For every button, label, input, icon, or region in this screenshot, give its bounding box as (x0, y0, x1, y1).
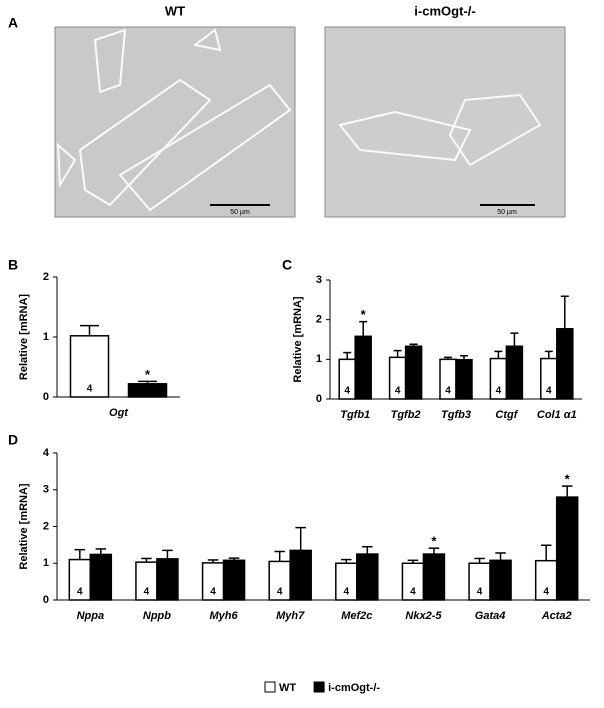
bar (289, 549, 312, 601)
bar (156, 558, 179, 601)
panel-label: D (8, 432, 18, 448)
n-label: 4 (144, 587, 150, 598)
x-tick-label: Tgfb1 (340, 409, 370, 421)
x-tick-label: Gata4 (475, 610, 506, 622)
bar (555, 496, 579, 601)
significance-star: * (145, 367, 151, 382)
micrograph (324, 26, 566, 218)
n-label: 4 (546, 386, 552, 397)
x-tick-label: Ctgf (495, 409, 518, 421)
x-tick-label: Ogt (109, 407, 129, 419)
legend-swatch (264, 681, 276, 693)
panel-label: C (282, 257, 292, 273)
y-tick-label: 0 (43, 391, 49, 403)
bar (127, 383, 168, 398)
n-label: 3 (562, 386, 568, 397)
significance-star: * (361, 307, 367, 322)
n-label: 3 (145, 384, 151, 395)
n-label: 4 (410, 587, 416, 598)
bar (354, 335, 372, 400)
n-label: 3 (411, 386, 417, 397)
bar (422, 553, 446, 601)
x-tick-label: Nkx2-5 (405, 610, 442, 622)
x-tick-label: Myh6 (210, 610, 239, 622)
n-label: 4 (477, 587, 483, 598)
y-tick-label: 3 (43, 484, 49, 496)
y-tick-label: 2 (43, 520, 49, 532)
x-tick-label: Myh7 (276, 610, 305, 622)
y-tick-label: 4 (43, 447, 50, 459)
n-label: 3 (360, 386, 366, 397)
y-axis-label: Relative [mRNA] (18, 483, 30, 570)
scale-bar-label: 50 µm (497, 209, 517, 216)
x-tick-label: Acta2 (541, 610, 572, 622)
x-tick-label: Tgfb3 (441, 409, 471, 421)
legend-label: i-cmOgt-/- (328, 682, 380, 694)
x-tick-label: Mef2c (341, 610, 372, 622)
y-tick-label: 2 (316, 314, 322, 326)
y-tick-label: 0 (43, 594, 49, 606)
n-label: 3 (365, 587, 371, 598)
bar (505, 345, 524, 400)
y-tick-label: 2 (43, 271, 49, 283)
bar (89, 553, 113, 601)
n-label: 3 (431, 587, 437, 598)
micrograph (54, 26, 296, 218)
n-label: 3 (98, 587, 104, 598)
y-tick-label: 1 (43, 331, 49, 343)
n-label: 4 (395, 386, 401, 397)
n-label: 3 (461, 386, 467, 397)
n-label: 4 (344, 386, 350, 397)
n-label: 3 (298, 587, 304, 598)
n-label: 4 (87, 384, 93, 395)
n-label: 4 (543, 587, 549, 598)
significance-star: * (431, 534, 437, 549)
legend-swatch (313, 681, 325, 693)
bar (455, 358, 473, 400)
n-label: 3 (231, 587, 237, 598)
n-label: 4 (445, 386, 451, 397)
panel-label: B (8, 257, 18, 273)
n-label: 3 (512, 386, 518, 397)
n-label: 4 (496, 386, 502, 397)
y-axis-label: Relative [mRNA] (18, 294, 30, 381)
y-axis-label: Relative [mRNA] (292, 296, 304, 383)
bar (69, 335, 110, 398)
n-label: 4 (277, 587, 283, 598)
n-label: 3 (498, 587, 504, 598)
bar (489, 559, 512, 601)
n-label: 3 (165, 587, 171, 598)
x-tick-label: Tgfb2 (391, 409, 421, 421)
scale-bar-label: 50 µm (230, 209, 250, 216)
y-tick-label: 0 (316, 393, 322, 405)
image-title: WT (165, 3, 185, 18)
bar (404, 345, 423, 400)
bar (556, 328, 574, 400)
x-tick-label: Nppa (77, 610, 105, 622)
n-label: 4 (210, 587, 216, 598)
x-tick-label: Nppb (143, 610, 171, 622)
n-label: 4 (344, 587, 350, 598)
significance-star: * (565, 472, 571, 487)
x-tick-label: Col1 α1 (537, 409, 577, 421)
n-label: 3 (564, 587, 570, 598)
legend-label: WT (279, 682, 296, 694)
y-tick-label: 1 (43, 557, 49, 569)
y-tick-label: 3 (316, 274, 322, 286)
bar (356, 553, 379, 601)
n-label: 4 (77, 587, 83, 598)
bar (222, 559, 246, 601)
image-title: i-cmOgt-/- (414, 3, 475, 18)
panel-label: A (8, 15, 18, 31)
y-tick-label: 1 (316, 353, 322, 365)
